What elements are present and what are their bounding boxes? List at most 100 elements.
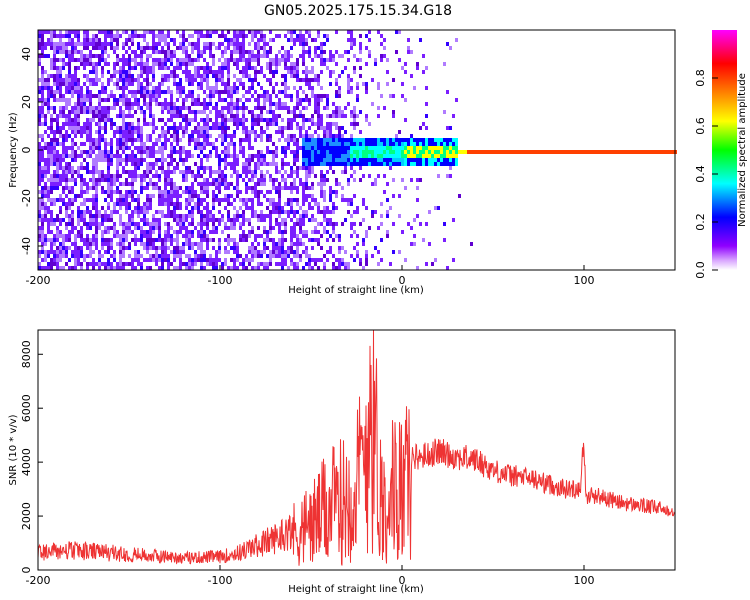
heatmap-cell xyxy=(449,162,452,166)
heatmap-cell xyxy=(233,242,236,246)
colorbar-label: Normalized spectral amplitude xyxy=(737,73,748,227)
heatmap-cell xyxy=(170,50,173,54)
heatmap-cell xyxy=(188,74,191,78)
heatmap-cell xyxy=(401,154,404,158)
heatmap-cell xyxy=(92,78,95,82)
heatmap-cell xyxy=(194,258,197,262)
heatmap-cell xyxy=(299,126,302,130)
heatmap-cell xyxy=(317,154,320,158)
heatmap-cell xyxy=(197,258,200,262)
heatmap-cell xyxy=(173,194,176,198)
heatmap-cell xyxy=(176,198,179,202)
heatmap-cell xyxy=(53,130,56,134)
heatmap-cell xyxy=(311,218,314,222)
heatmap-cell xyxy=(95,206,98,210)
heatmap-cell xyxy=(161,162,164,166)
heatmap-cell xyxy=(107,98,110,102)
heatmap-cell xyxy=(188,138,191,142)
heatmap-cell xyxy=(83,110,86,114)
heatmap-cell xyxy=(350,154,353,158)
heatmap-cell xyxy=(302,78,305,82)
heatmap-cell xyxy=(236,194,239,198)
heatmap-cell xyxy=(269,66,272,70)
heatmap-cell xyxy=(131,186,134,190)
heatmap-cell xyxy=(134,102,137,106)
heatmap-cell xyxy=(146,222,149,226)
heatmap-cell xyxy=(68,66,71,70)
heatmap-cell xyxy=(386,70,389,74)
heatmap-cell xyxy=(185,58,188,62)
heatmap-cell xyxy=(188,234,191,238)
heatmap-cell xyxy=(425,126,428,130)
heatmap-cell xyxy=(185,202,188,206)
heatmap-cell xyxy=(188,238,191,242)
heatmap-cell xyxy=(353,258,356,262)
heatmap-cell xyxy=(101,234,104,238)
heatmap-cell xyxy=(80,86,83,90)
heatmap-cell xyxy=(200,142,203,146)
heatmap-cell xyxy=(59,70,62,74)
heatmap-cell xyxy=(203,110,206,114)
heatmap-cell xyxy=(353,158,356,162)
heatmap-cell xyxy=(206,182,209,186)
heatmap-cell xyxy=(110,194,113,198)
heatmap-cell xyxy=(68,30,71,34)
heatmap-cell xyxy=(410,226,413,230)
heatmap-cell xyxy=(356,142,359,146)
heatmap-cell xyxy=(326,58,329,62)
heatmap-cell xyxy=(47,206,50,210)
heatmap-cell xyxy=(107,30,110,34)
heatmap-cell xyxy=(413,138,416,142)
heatmap-cell xyxy=(212,194,215,198)
heatmap-cell xyxy=(170,262,173,266)
heatmap-cell xyxy=(347,146,350,150)
heatmap-cell xyxy=(131,150,134,154)
heatmap-cell xyxy=(347,154,350,158)
heatmap-cell xyxy=(47,102,50,106)
heatmap-cell xyxy=(65,178,68,182)
heatmap-cell xyxy=(299,42,302,46)
heatmap-cell xyxy=(320,234,323,238)
heatmap-cell xyxy=(344,106,347,110)
heatmap-cell xyxy=(140,226,143,230)
heatmap-cell xyxy=(233,250,236,254)
heatmap-cell xyxy=(167,118,170,122)
heatmap-cell xyxy=(314,46,317,50)
heatmap-cell xyxy=(296,254,299,258)
heatmap-cell xyxy=(134,238,137,242)
heatmap-cell xyxy=(257,102,260,106)
heatmap-cell xyxy=(320,46,323,50)
heatmap-cell xyxy=(167,262,170,266)
heatmap-cell xyxy=(137,46,140,50)
heatmap-cell xyxy=(269,202,272,206)
heatmap-cell xyxy=(263,90,266,94)
heatmap-cell xyxy=(119,258,122,262)
heatmap-cell xyxy=(101,214,104,218)
heatmap-cell xyxy=(110,34,113,38)
heatmap-cell xyxy=(278,214,281,218)
heatmap-cell xyxy=(143,86,146,90)
heatmap-cell xyxy=(68,202,71,206)
heatmap-cell xyxy=(401,162,404,166)
heatmap-cell xyxy=(170,54,173,58)
heatmap-cell xyxy=(170,102,173,106)
heatmap-cell xyxy=(47,178,50,182)
heatmap-cell xyxy=(149,202,152,206)
heatmap-cell xyxy=(128,58,131,62)
snr-series-line xyxy=(37,329,676,566)
heatmap-cell xyxy=(80,54,83,58)
heatmap-cell xyxy=(368,226,371,230)
heatmap-cell xyxy=(59,38,62,42)
heatmap-cell xyxy=(59,130,62,134)
heatmap-cell xyxy=(134,50,137,54)
heatmap-cell xyxy=(191,134,194,138)
heatmap-cell xyxy=(308,174,311,178)
heatmap-cell xyxy=(305,198,308,202)
heatmap-cell xyxy=(113,254,116,258)
heatmap-cell xyxy=(215,82,218,86)
heatmap-cell xyxy=(293,242,296,246)
heatmap-cell xyxy=(68,238,71,242)
heatmap-cell xyxy=(104,262,107,266)
heatmap-cell xyxy=(269,150,272,154)
heatmap-cell xyxy=(416,198,419,202)
